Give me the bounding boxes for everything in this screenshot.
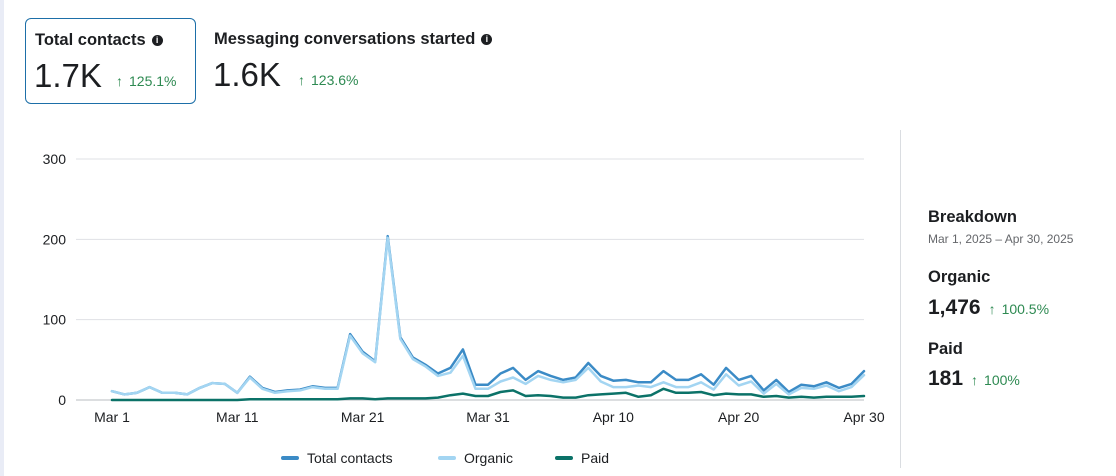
x-tick-label: Mar 21	[341, 409, 385, 425]
legend-item[interactable]: Total contacts	[281, 450, 393, 466]
paid-change: ↑ 100%	[971, 372, 1020, 388]
y-tick-label: 300	[43, 151, 67, 167]
x-tick-label: Apr 30	[843, 409, 884, 425]
legend-item[interactable]: Organic	[438, 450, 513, 466]
x-tick-label: Apr 20	[718, 409, 759, 425]
arrow-up-icon: ↑	[116, 73, 123, 89]
organic-value: 1,476 ↑ 100.5%	[928, 296, 1050, 319]
x-tick-label: Apr 10	[593, 409, 634, 425]
divider	[900, 130, 901, 468]
series-line-paid	[110, 387, 866, 402]
breakdown-title: Breakdown	[928, 208, 1017, 226]
y-tick-label: 0	[58, 392, 66, 408]
legend-label: Paid	[581, 450, 609, 466]
x-tick-label: Mar 11	[216, 409, 259, 425]
y-tick-label: 100	[43, 312, 67, 328]
breakdown-panel: Breakdown Mar 1, 2025 – Apr 30, 2025 Org…	[928, 208, 1108, 390]
info-icon[interactable]: i	[481, 34, 493, 45]
series-line-organic	[110, 236, 866, 396]
breakdown-date-range: Mar 1, 2025 – Apr 30, 2025	[928, 232, 1074, 246]
line-chart: 0 100 200 300 Mar 1 Mar 11 Mar 21 Mar 31 Apr 10 A…	[43, 151, 885, 466]
arrow-up-icon: ↑	[971, 372, 979, 388]
metric-card-messaging-conversations[interactable]: Messaging conversations started i 1.6K ↑ 1…	[205, 18, 525, 104]
metric-value: 1.6K	[213, 56, 281, 93]
arrow-up-icon: ↑	[988, 301, 996, 317]
paid-label: Paid	[928, 340, 963, 358]
metric-change: ↑ 125.1%	[116, 73, 177, 89]
legend-item[interactable]: Paid	[555, 450, 609, 466]
x-tick-label: Mar 1	[94, 409, 130, 425]
legend-label: Total contacts	[307, 450, 393, 466]
arrow-up-icon: ↑	[298, 72, 305, 88]
metric-title: Messaging conversations started i	[214, 30, 493, 49]
series-line-total-contacts	[110, 234, 866, 396]
metric-change: ↑ 123.6%	[298, 72, 359, 88]
organic-label: Organic	[928, 268, 991, 286]
metric-value: 1.7K	[34, 57, 102, 94]
info-icon[interactable]: i	[151, 35, 163, 46]
y-tick-label: 200	[43, 231, 67, 247]
paid-value: 181 ↑ 100%	[928, 367, 1020, 390]
left-rail	[0, 0, 4, 476]
metric-card-total-contacts[interactable]: Total contacts i 1.7K ↑ 125.1%	[25, 18, 196, 104]
organic-change: ↑ 100.5%	[988, 301, 1050, 317]
x-tick-label: Mar 31	[466, 409, 510, 425]
metric-title: Total contacts i	[35, 31, 163, 50]
legend-label: Organic	[464, 450, 513, 466]
